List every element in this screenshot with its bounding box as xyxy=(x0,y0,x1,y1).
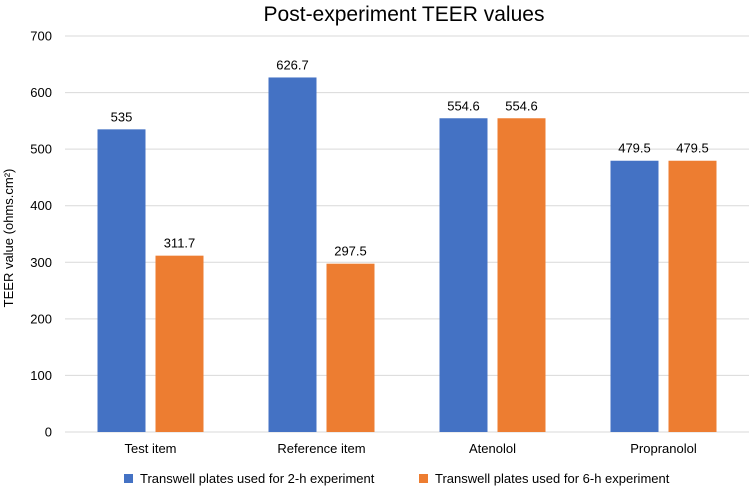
x-tick-label: Test item xyxy=(124,441,176,456)
bar xyxy=(439,118,488,433)
y-tick-label: 200 xyxy=(30,311,52,326)
y-tick-label: 500 xyxy=(30,142,52,157)
bar xyxy=(497,118,546,433)
y-tick-label: 0 xyxy=(45,425,52,440)
data-label: 535 xyxy=(111,109,133,124)
y-tick-label: 400 xyxy=(30,198,52,213)
data-label: 311.7 xyxy=(164,236,196,251)
data-label: 479.5 xyxy=(676,141,709,156)
bar xyxy=(268,77,317,432)
y-tick-label: 300 xyxy=(30,255,52,270)
legend-swatch xyxy=(419,474,428,483)
y-tick-label: 700 xyxy=(30,29,52,44)
data-label: 626.7 xyxy=(276,57,309,72)
legend-label: Transwell plates used for 6-h experiment xyxy=(435,471,670,486)
y-axis-title: TEER value (ohms.cm²) xyxy=(1,169,16,308)
bars: 535 311.7 626.7 297.5 554.6 554.6 479.5 479.5 xyxy=(97,57,717,433)
chart-title: Post-experiment TEER values xyxy=(264,3,545,26)
y-tick-label: 100 xyxy=(30,368,52,383)
bar xyxy=(97,129,146,433)
legend: Transwell plates used for 2-h experiment… xyxy=(124,471,670,486)
bar xyxy=(610,160,659,433)
data-label: 554.6 xyxy=(447,98,480,113)
x-tick-label: Atenolol xyxy=(469,441,516,456)
data-label: 554.6 xyxy=(505,98,538,113)
data-label: 479.5 xyxy=(618,141,651,156)
y-tick-label: 600 xyxy=(30,85,52,100)
legend-swatch xyxy=(124,474,133,483)
bar xyxy=(668,160,717,433)
x-axis-ticks: Test item Reference item Atenolol Propranol… xyxy=(124,441,696,456)
bar xyxy=(155,255,204,432)
bar xyxy=(326,263,375,432)
data-label: 297.5 xyxy=(334,244,367,259)
x-tick-label: Reference item xyxy=(277,441,365,456)
x-tick-label: Propranolol xyxy=(630,441,697,456)
y-axis-ticks: 0 100 200 300 400 500 600 700 xyxy=(30,29,52,440)
legend-label: Transwell plates used for 2-h experiment xyxy=(140,471,375,486)
